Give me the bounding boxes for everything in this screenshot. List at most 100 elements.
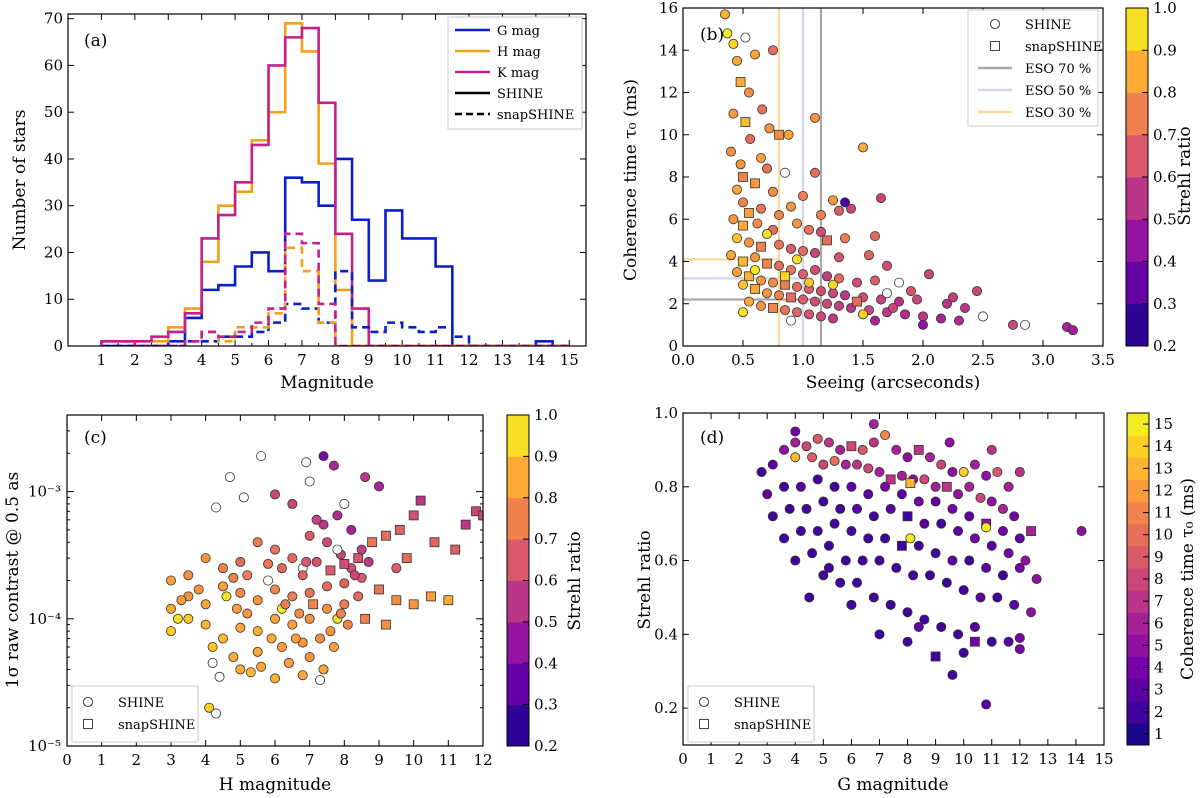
panel-c-frame	[66, 414, 484, 747]
data-point-circle	[816, 311, 827, 322]
data-point-circle	[738, 279, 749, 290]
data-point-circle	[287, 498, 298, 509]
colorbar-tick-label: 0.5	[1153, 210, 1177, 228]
colorbar-tick-label: 8	[1154, 570, 1164, 588]
y-tick-label: 10⁻⁴	[28, 610, 61, 628]
data-point-square	[846, 441, 857, 452]
x-tick-label: 5	[230, 351, 240, 369]
data-point-circle	[864, 250, 875, 261]
data-point-circle	[834, 252, 845, 263]
x-tick-label: 3	[762, 750, 772, 768]
data-point-circle	[894, 277, 905, 288]
data-point-square	[415, 495, 426, 506]
y-tick-label: 8	[668, 168, 678, 186]
data-point-square	[969, 636, 980, 647]
data-point-circle	[767, 459, 778, 470]
legend-label: SHINE	[497, 87, 543, 102]
data-point-circle	[906, 286, 917, 297]
x-tick-label: 12	[459, 351, 478, 369]
data-point-circle	[902, 607, 913, 618]
data-point-circle	[919, 614, 930, 625]
colorbar-band	[507, 663, 529, 706]
data-point-circle	[165, 626, 176, 637]
data-point-circle	[294, 608, 305, 619]
data-point-circle	[857, 555, 868, 566]
x-tick-label: 1.5	[851, 351, 875, 369]
data-point-circle	[840, 555, 851, 566]
data-point-circle	[224, 472, 235, 483]
data-point-square	[780, 279, 790, 290]
colorbar-tick-label: 0.7	[1153, 126, 1177, 144]
colorbar-band	[1126, 177, 1148, 220]
data-point-circle	[767, 511, 778, 522]
colorbar-tick-label: 0.6	[534, 572, 558, 590]
data-point-circle	[1003, 481, 1014, 492]
legend-marker-circle	[698, 696, 710, 708]
data-point-circle	[1026, 607, 1037, 618]
data-point-circle	[301, 556, 312, 567]
panel-b-scatter: 0.0 0.5 1.0 1.5 2.0 2.5 3.0 3.5 0 2 4 6 8 10 12 14 16 (b…	[621, 0, 1195, 393]
x-tick-label: 6	[270, 751, 280, 769]
data-point-circle	[947, 669, 958, 680]
colorbar-band	[1127, 501, 1149, 525]
data-point-circle	[1003, 636, 1014, 647]
data-point-circle	[740, 32, 751, 43]
panel-b-eso-lines	[683, 8, 823, 346]
colorbar-tick-label: 10	[1154, 526, 1173, 544]
data-point-circle	[774, 290, 785, 301]
data-point-circle	[828, 279, 839, 290]
data-point-circle	[840, 290, 851, 301]
data-point-circle	[752, 218, 763, 229]
data-point-square	[353, 553, 364, 563]
data-point-circle	[738, 197, 749, 208]
data-point-circle	[969, 459, 980, 470]
data-point-circle	[762, 489, 773, 500]
data-point-circle	[762, 163, 773, 174]
colorbar-tick-label: 0.6	[1153, 168, 1177, 186]
data-point-circle	[304, 613, 315, 624]
data-point-circle	[798, 294, 809, 305]
colorbar-band	[1127, 435, 1149, 458]
data-point-circle	[235, 556, 246, 567]
data-point-square	[762, 258, 772, 269]
y-tick-label: 1.0	[654, 404, 678, 422]
data-point-circle	[792, 254, 803, 265]
data-point-square	[780, 271, 790, 282]
x-tick-label: 0	[62, 751, 72, 769]
y-tick-label: 20	[44, 243, 63, 261]
x-tick-label: 2.5	[971, 351, 995, 369]
colorbar-tick-label: 5	[1154, 636, 1164, 654]
data-point-square	[429, 537, 440, 548]
data-point-circle	[328, 642, 339, 653]
legend-label: SHINE	[1025, 18, 1071, 33]
data-point-circle	[790, 555, 801, 566]
data-point-circle	[953, 526, 964, 537]
data-point-square	[408, 510, 419, 521]
data-point-circle	[373, 481, 384, 492]
data-point-circle	[304, 530, 315, 541]
y-tick-label: 10	[659, 126, 678, 144]
data-point-circle	[728, 214, 739, 225]
data-point-circle	[835, 444, 846, 455]
data-point-circle	[846, 526, 857, 537]
data-point-circle	[391, 563, 402, 574]
colorbar-tick-label: 11	[1154, 504, 1173, 522]
data-point-circle	[822, 298, 833, 309]
data-point-circle	[363, 556, 374, 567]
x-tick-label: 10	[404, 751, 423, 769]
data-point-circle	[885, 599, 896, 610]
data-point-circle	[846, 203, 857, 214]
data-point-circle	[757, 104, 768, 115]
data-point-circle	[876, 193, 887, 204]
data-point-circle	[834, 300, 845, 311]
data-point-circle	[863, 463, 874, 474]
panel-b-legend: SHINE snapSHINE ESO 70 % ESO 50 % ESO 30 %	[967, 9, 1102, 127]
x-tick-label: 2	[734, 750, 744, 768]
data-point-circle	[816, 286, 827, 297]
data-point-circle	[840, 459, 851, 470]
data-point-square	[852, 296, 862, 307]
data-point-circle	[756, 152, 767, 163]
data-point-circle	[834, 205, 845, 216]
